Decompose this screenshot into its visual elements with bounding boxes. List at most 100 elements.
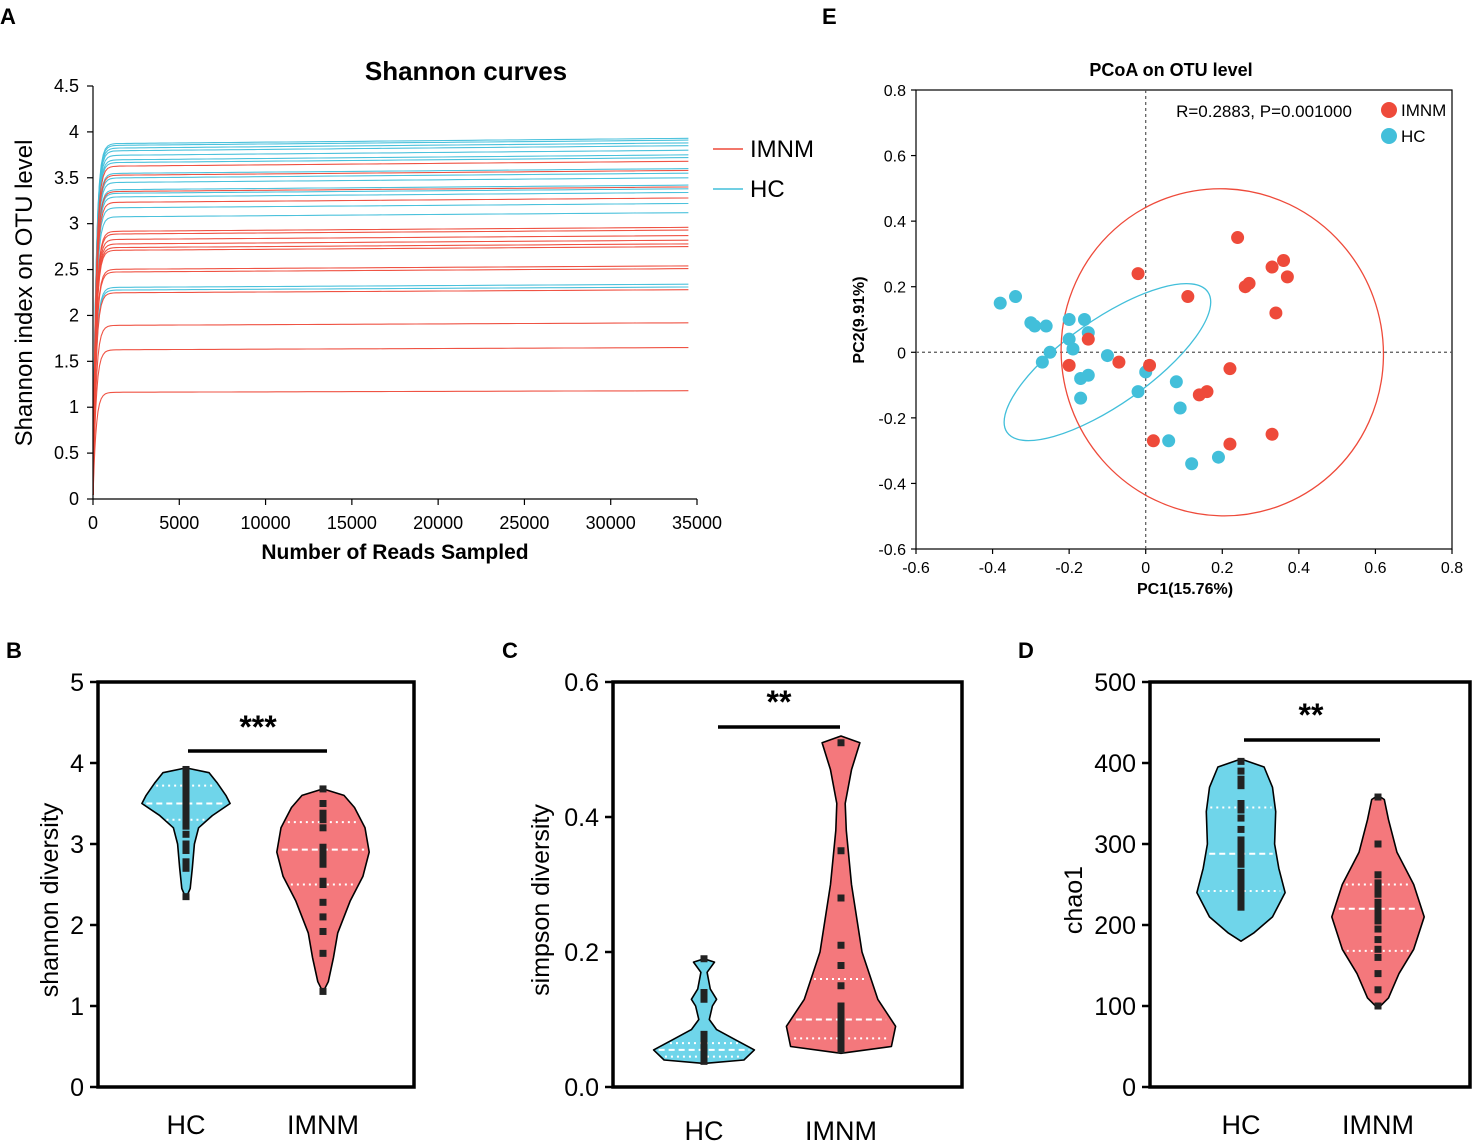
legend-e-imnm-marker (1381, 102, 1397, 118)
chart-b-ytick-label: 0 (70, 1074, 84, 1102)
scatter-point-hc (1062, 332, 1076, 346)
chart-a-xtick-label: 30000 (586, 513, 636, 533)
violin-data-point (700, 955, 708, 963)
violin-data-point (1374, 879, 1382, 887)
violin-data-point (837, 941, 845, 949)
chart-a-xtick-label: 35000 (672, 513, 722, 533)
violin-data-point (837, 739, 845, 747)
scatter-point-imnm (1265, 427, 1279, 441)
rarefaction-curve-imnm-28 (92, 268, 689, 495)
panel-label-a: A (0, 4, 16, 29)
rarefaction-curve-imnm-25 (92, 243, 689, 495)
violin-data-point (182, 893, 190, 901)
scatter-point-hc (1162, 434, 1176, 448)
rarefaction-curve-imnm-21 (92, 226, 689, 495)
violin-data-point (319, 816, 327, 824)
scatter-point-hc (993, 296, 1007, 310)
scatter-point-imnm (1280, 270, 1294, 284)
chart-e-xtick-label: 0.6 (1364, 560, 1386, 577)
violin-data-point (837, 962, 845, 969)
chart-e-xlabel: PC1(15.76%) (1137, 581, 1233, 598)
violin-data-point (319, 846, 327, 854)
scatter-point-imnm (1277, 253, 1291, 267)
chart-a-axes: 0 0.5 1 1.5 2 2.5 3 3.5 4 4.5 0 5000 10000 15000 20000… (54, 76, 722, 533)
scatter-point-imnm (1146, 434, 1160, 448)
rarefaction-curve-imnm-20 (92, 197, 689, 495)
chart-b-ytick-label: 1 (70, 993, 84, 1021)
chart-d-ylabel: chao1 (1060, 866, 1088, 934)
violin-data-point (319, 898, 327, 906)
violin-data-point (319, 824, 327, 832)
violin-data-point (1237, 860, 1245, 868)
rarefaction-curve-imnm-22 (92, 229, 689, 495)
chart-e-ylabel: PC2(9.91%) (851, 276, 868, 363)
violin-data-point (182, 787, 190, 795)
violin-data-point (1237, 854, 1245, 862)
rarefaction-curve-imnm-17 (92, 160, 689, 495)
chart-e-xtick-label: -0.2 (1055, 560, 1083, 577)
rarefaction-curve-hc-4 (92, 149, 689, 495)
panel-label-c: C (502, 638, 518, 663)
violin-data-point (700, 1057, 708, 1065)
violin-data-point (1374, 906, 1382, 914)
chart-e-ytick-label: -0.4 (878, 476, 906, 493)
rarefaction-curve-hc-14 (92, 212, 689, 495)
legend-e-hc-marker (1381, 128, 1397, 144)
violin-data-point (1374, 898, 1382, 906)
rarefaction-curve-imnm-19 (92, 186, 689, 495)
violin-data-point (1374, 925, 1382, 933)
chart-a-xtick-label: 25000 (499, 513, 549, 533)
panel-a-rarefaction-chart: Shannon curves 0 0.5 1 1.5 2 2.5 3 3.5 4 4.5 0 5000… (11, 56, 814, 564)
chart-d-ytick-label: 0 (1122, 1074, 1136, 1102)
panel-label-d: D (1018, 638, 1034, 663)
scatter-point-hc (1185, 457, 1199, 471)
violin-data-point (837, 847, 845, 855)
violin-data-point (1237, 775, 1245, 783)
rarefaction-curve-imnm-24 (92, 239, 689, 495)
chart-a-ytick-label: 1 (69, 397, 79, 417)
rarefaction-curve-hc-2 (92, 142, 689, 495)
chart-c-ylabel: simpson diversity (527, 804, 555, 996)
violin-data-point (1374, 885, 1382, 893)
violin-data-point (1237, 879, 1245, 887)
chart-b-frame (96, 680, 416, 1089)
scatter-point-imnm (1223, 437, 1237, 451)
chart-e-ytick-label: 0 (897, 345, 906, 362)
scatter-point-imnm (1238, 280, 1252, 294)
violin-data-point (1374, 911, 1382, 919)
violin-data-point (319, 860, 327, 868)
chart-b-significance: *** (239, 709, 277, 745)
scatter-point-hc (1131, 385, 1145, 399)
chart-b-ylabel: shannon diversity (36, 802, 64, 997)
scatter-point-hc (1028, 319, 1042, 333)
rarefaction-curve-hc-7 (92, 168, 689, 495)
chart-e-title: PCoA on OTU level (1089, 60, 1252, 80)
violin-data-point (837, 982, 845, 990)
panel-label-e: E (822, 4, 837, 29)
chart-a-ytick-label: 4.5 (54, 76, 79, 96)
chart-d-plot: 0 100 200 300 400 500 HC IMNM (1094, 669, 1472, 1140)
chart-a-ytick-label: 3 (69, 214, 79, 234)
violin-data-point (837, 1046, 845, 1054)
violin-data-point (700, 989, 708, 996)
scatter-point-imnm (1269, 306, 1283, 320)
rarefaction-curve-hc-1 (92, 139, 689, 495)
chart-a-xtick-label: 5000 (159, 513, 199, 533)
chart-e-plot: -0.6 -0.4 -0.2 0 0.2 0.4 0.6 0.8 -0.6 -0.4 -0.2 0 0.… (878, 83, 1463, 577)
scatter-point-imnm (1181, 290, 1195, 304)
scatter-point-imnm (1223, 362, 1237, 376)
chart-a-xtick-label: 15000 (327, 513, 377, 533)
scatter-point-hc (1043, 345, 1057, 359)
violin-data-point (700, 1030, 708, 1038)
violin-data-point (1237, 814, 1245, 822)
violin-data-point (182, 858, 190, 866)
violin-data-point (1237, 767, 1245, 775)
violin-data-point (1374, 986, 1382, 994)
scatter-point-hc (1074, 391, 1088, 405)
chart-b-ytick-label: 3 (70, 831, 84, 859)
violin-data-point (837, 894, 845, 902)
violin-data-point (182, 846, 190, 854)
chart-a-xtick-label: 0 (88, 513, 98, 533)
violin-data-point (319, 809, 327, 817)
rarefaction-curve-hc-10 (92, 184, 689, 495)
